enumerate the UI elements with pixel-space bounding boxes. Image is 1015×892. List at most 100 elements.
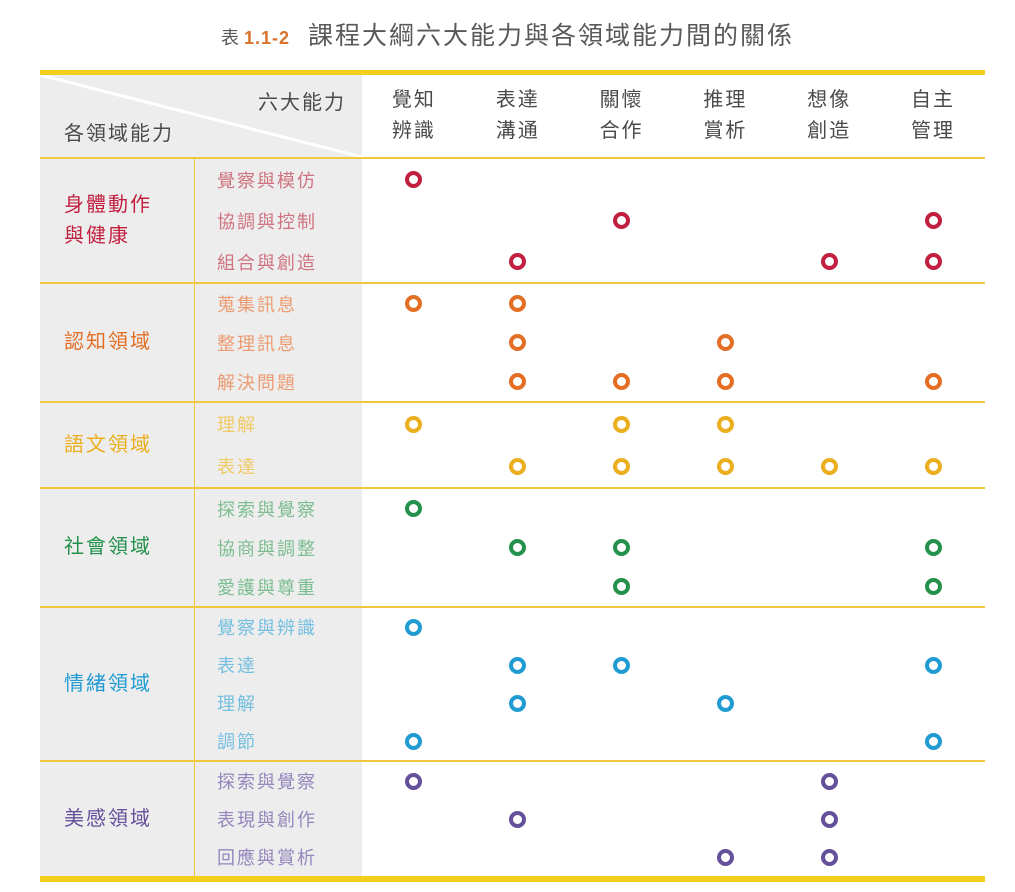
table-caption-title: 課程大綱六大能力與各領域能力間的關係 [308,22,795,50]
ability-row: 調節 [195,722,985,760]
column-header-5: 想像 創造 [807,89,852,142]
matrix-cell-col6 [881,838,985,876]
domain-label: 美感領域 [64,807,152,830]
matrix-cell-col5 [777,762,881,800]
ability-column-headers: 覺知 辨識 表達 溝通 關懷 合作 推理 賞析 想像 創造 自主 管理 [362,75,985,157]
ability-row: 協調與控制 [195,200,985,241]
relation-circle-marker [716,373,734,390]
matrix-cell-col5 [777,567,881,606]
matrix-cell-col2 [466,800,570,838]
domain-label: 身體動作 與健康 [64,193,152,247]
domain-label-cell: 認知領域 [40,284,195,401]
matrix-cell-col1 [362,445,466,487]
matrix-cell-col5 [777,489,881,528]
matrix-cell-col2 [466,762,570,800]
ability-row-cells [362,567,985,606]
ability-row-cells [362,200,985,241]
ability-row-label: 覺察與辨識 [195,608,362,646]
ability-row-cells [362,528,985,567]
ability-row: 解決問題 [195,362,985,401]
ability-row-label: 蒐集訊息 [195,284,362,323]
matrix-cell-col6 [881,159,985,200]
matrix-cell-col5 [777,323,881,362]
matrix-cell-col2 [466,646,570,684]
matrix-cell-col6 [881,762,985,800]
diagonal-divider-line [40,75,362,157]
relation-circle-marker [509,656,527,674]
matrix-cell-col6 [881,445,985,487]
group-divider-line [40,282,985,284]
relation-circle-marker [613,457,631,475]
relation-circle-marker [509,457,527,475]
column-header-2: 表達 溝通 [495,89,540,142]
relation-circle-marker [924,212,942,229]
ability-row: 組合與創造 [195,241,985,282]
domain-label: 情緒領域 [64,672,152,695]
relation-circle-marker [613,656,631,674]
ability-row: 理解 [195,403,985,445]
domain-label-cell: 語文領域 [40,403,195,487]
matrix-cell-col4 [673,762,777,800]
relation-circle-marker [820,457,838,475]
relation-circle-marker [716,848,734,866]
domain-group-rows: 理解 表達 [195,403,985,487]
matrix-cell-col2 [466,403,570,445]
matrix-cell-col3 [570,445,674,487]
relation-circle-marker [509,694,527,712]
matrix-cell-col1 [362,762,466,800]
matrix-cell-col5 [777,284,881,323]
ability-row-cells [362,323,985,362]
matrix-cell-col3 [570,608,674,646]
ability-row: 整理訊息 [195,323,985,362]
matrix-cell-col4 [673,159,777,200]
matrix-cell-col6 [881,646,985,684]
matrix-cell-col1 [362,284,466,323]
column-header-4: 推理 賞析 [703,89,748,142]
relation-circle-marker [924,373,942,390]
ability-row: 協商與調整 [195,528,985,567]
matrix-cell-col1 [362,646,466,684]
relation-circle-marker [509,810,527,828]
relation-circle-marker [716,694,734,712]
relation-circle-marker [924,578,942,595]
matrix-cell-col3 [570,323,674,362]
matrix-cell-col6 [881,323,985,362]
group-divider-line [40,760,985,762]
matrix-cell-col2 [466,323,570,362]
matrix-cell-col2 [466,684,570,722]
domain-label-cell: 身體動作 與健康 [40,159,195,282]
relation-circle-marker [924,253,942,270]
relation-circle-marker [405,618,423,636]
ability-row: 覺察與模仿 [195,159,985,200]
group-divider-line [40,401,985,403]
ability-row-label: 表現與創作 [195,800,362,838]
matrix-cell-col3 [570,159,674,200]
matrix-cell-col5 [777,241,881,282]
matrix-cell-col1 [362,684,466,722]
relation-circle-marker [405,772,423,790]
matrix-cell-col4 [673,445,777,487]
matrix-cell-col5 [777,445,881,487]
group-divider-line [40,606,985,608]
domain-group-rows: 覺察與模仿 協調與控制 組合與創造 [195,159,985,282]
ability-row: 表現與創作 [195,800,985,838]
ability-row: 探索與覺察 [195,489,985,528]
matrix-cell-col4 [673,838,777,876]
ability-row: 理解 [195,684,985,722]
domain-label-cell: 美感領域 [40,762,195,876]
matrix-cell-col6 [881,800,985,838]
matrix-cell-col2 [466,722,570,760]
ability-row-label: 探索與覺察 [195,489,362,528]
ability-row: 覺察與辨識 [195,608,985,646]
ability-row: 探索與覺察 [195,762,985,800]
matrix-cell-col3 [570,646,674,684]
table-body: 身體動作 與健康 覺察與模仿 協調與控制 組合與創造 認知領域 蒐集訊息 整理訊息 解決問題語… [40,159,985,876]
table-caption-number: 1.1-2 [243,28,290,48]
matrix-cell-col5 [777,159,881,200]
ability-row: 蒐集訊息 [195,284,985,323]
ability-row-label: 解決問題 [195,362,362,401]
corner-label-domain-abilities: 各領域能力 [64,123,174,145]
matrix-cell-col1 [362,528,466,567]
matrix-cell-col4 [673,284,777,323]
matrix-cell-col3 [570,200,674,241]
